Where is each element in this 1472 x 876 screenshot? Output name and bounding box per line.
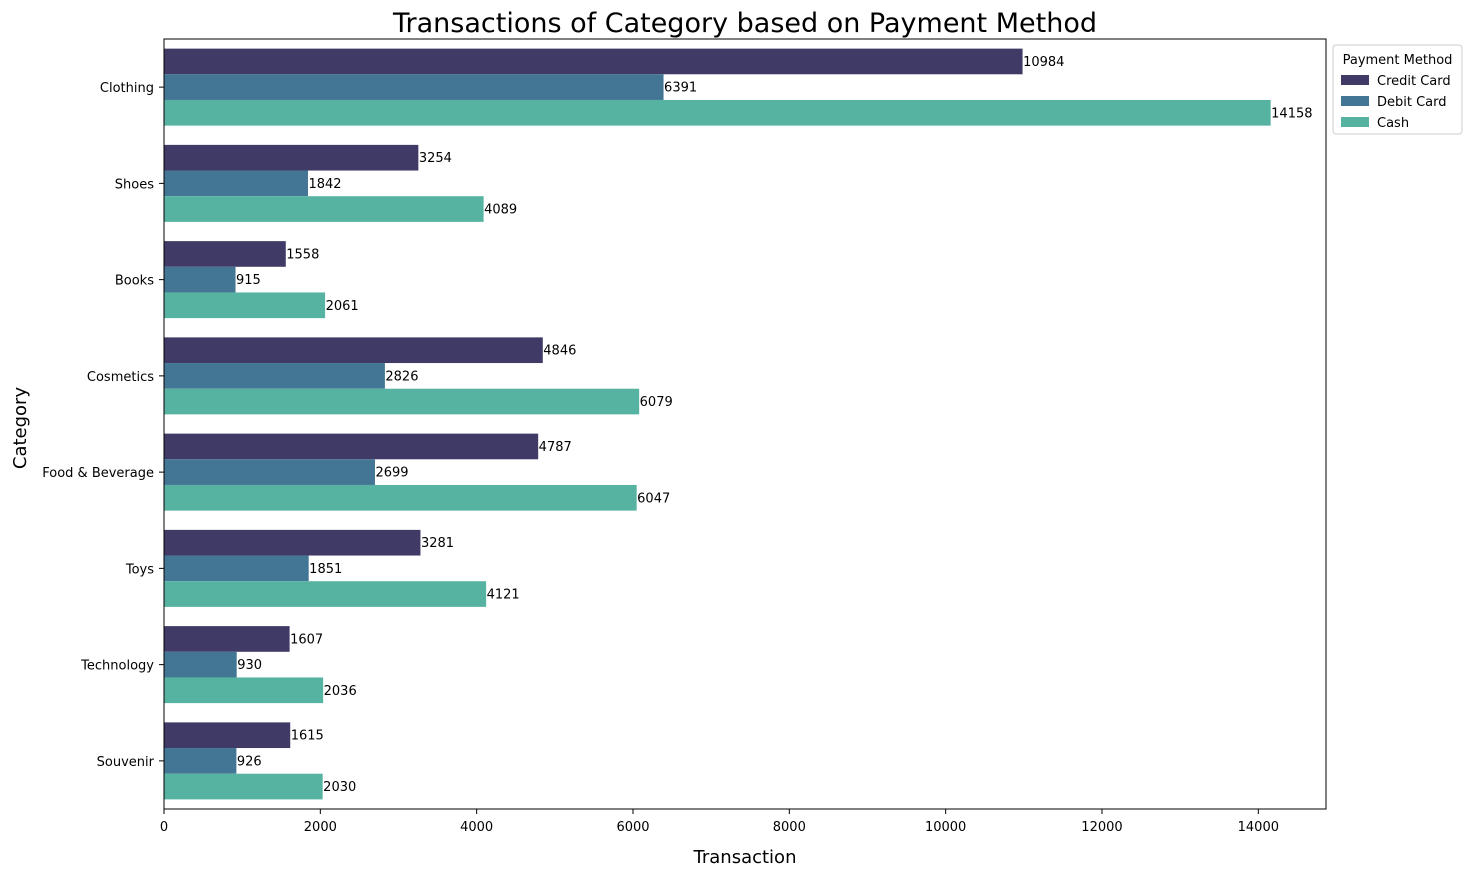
bar-souvenir-debit-card — [164, 748, 237, 774]
x-tick-label: 0 — [160, 820, 168, 835]
legend-swatch-cash — [1341, 117, 1369, 127]
data-label-food-beverage-cash: 6047 — [637, 491, 670, 506]
bar-books-cash — [164, 292, 326, 319]
bar-books-debit-card — [164, 266, 236, 293]
legend-box — [1332, 44, 1463, 135]
x-tick-label: 8000 — [773, 820, 806, 835]
bars-layer — [164, 48, 1271, 800]
legend: Payment Method Credit Card Debit Card Cash — [1332, 44, 1463, 135]
bar-toys-cash — [164, 581, 487, 607]
data-label-souvenir-cash: 2030 — [323, 780, 356, 795]
data-label-books-debit-card: 915 — [236, 273, 261, 288]
data-label-cosmetics-debit-card: 2826 — [385, 369, 418, 384]
data-label-technology-cash: 2036 — [324, 684, 357, 699]
data-label-technology-credit-card: 1607 — [290, 632, 323, 647]
axes-layer: 0 2000 4000 6000 8000 10000 12000 14000 Clothing… — [42, 38, 1327, 835]
bar-technology-credit-card — [164, 626, 290, 652]
y-tick-label-clothing: Clothing — [100, 81, 154, 96]
data-label-toys-credit-card: 3281 — [421, 536, 454, 551]
y-tick-label-cosmetics: Cosmetics — [87, 370, 154, 385]
x-axis-label: Transaction — [693, 847, 797, 868]
bar-food-beverage-debit-card — [164, 459, 375, 485]
y-tick-label-shoes: Shoes — [115, 177, 154, 192]
x-tick-label: 12000 — [1081, 820, 1122, 835]
data-label-clothing-credit-card: 10984 — [1023, 55, 1064, 70]
bar-toys-debit-card — [164, 555, 309, 582]
data-label-shoes-debit-card: 1842 — [308, 177, 341, 192]
data-label-books-credit-card: 1558 — [286, 247, 319, 262]
bar-cosmetics-debit-card — [164, 363, 385, 389]
y-axis-label: Category — [10, 387, 31, 470]
data-label-technology-debit-card: 930 — [237, 658, 262, 673]
bar-clothing-cash — [164, 99, 1271, 126]
bar-cosmetics-cash — [164, 388, 640, 415]
data-label-shoes-credit-card: 3254 — [419, 151, 452, 166]
bar-clothing-credit-card — [164, 48, 1023, 75]
bar-shoes-cash — [164, 196, 484, 222]
bar-shoes-credit-card — [164, 144, 419, 171]
bar-shoes-debit-card — [164, 170, 308, 197]
y-tick-label-toys: Toys — [125, 562, 154, 577]
bar-cosmetics-credit-card — [164, 337, 543, 364]
legend-swatch-credit-card — [1341, 75, 1369, 85]
bar-technology-cash — [164, 677, 324, 704]
bar-books-credit-card — [164, 241, 286, 267]
legend-label-credit-card: Credit Card — [1377, 74, 1451, 89]
y-tick-label-food-beverage: Food & Beverage — [42, 466, 154, 481]
data-label-cosmetics-cash: 6079 — [640, 395, 673, 410]
data-label-toys-cash: 4121 — [487, 588, 520, 603]
bar-toys-credit-card — [164, 529, 421, 556]
x-tick-label: 6000 — [616, 820, 649, 835]
legend-label-debit-card: Debit Card — [1377, 95, 1447, 110]
data-label-toys-debit-card: 1851 — [309, 562, 342, 577]
data-label-souvenir-debit-card: 926 — [237, 754, 262, 769]
bar-technology-debit-card — [164, 651, 237, 678]
bar-souvenir-credit-card — [164, 722, 291, 749]
x-tick-label: 14000 — [1238, 820, 1279, 835]
data-label-food-beverage-credit-card: 4787 — [539, 440, 572, 455]
data-labels-layer: 10984 6391 14158 3254 1842 4089 1558 915 2061 484… — [236, 55, 1312, 795]
data-label-shoes-cash: 4089 — [484, 203, 517, 218]
x-tick-label: 2000 — [304, 820, 337, 835]
legend-swatch-debit-card — [1341, 96, 1369, 106]
chart-title: Transactions of Category based on Paymen… — [392, 8, 1097, 39]
x-tick-label: 10000 — [925, 820, 966, 835]
bar-food-beverage-credit-card — [164, 433, 539, 460]
plot-frame — [163, 38, 1327, 810]
data-label-food-beverage-debit-card: 2699 — [375, 466, 408, 481]
data-label-books-cash: 2061 — [326, 299, 359, 314]
data-label-cosmetics-credit-card: 4846 — [543, 344, 576, 359]
y-tick-label-technology: Technology — [80, 659, 154, 674]
x-tick-label: 4000 — [460, 820, 493, 835]
data-label-souvenir-credit-card: 1615 — [291, 729, 324, 744]
y-tick-label-books: Books — [115, 274, 154, 289]
legend-title: Payment Method — [1343, 53, 1453, 68]
bar-clothing-debit-card — [164, 74, 664, 100]
legend-label-cash: Cash — [1377, 116, 1409, 131]
data-label-clothing-cash: 14158 — [1271, 106, 1312, 121]
data-label-clothing-debit-card: 6391 — [664, 81, 697, 96]
y-tick-label-souvenir: Souvenir — [97, 755, 155, 770]
bar-souvenir-cash — [164, 773, 323, 800]
bar-food-beverage-cash — [164, 484, 637, 511]
